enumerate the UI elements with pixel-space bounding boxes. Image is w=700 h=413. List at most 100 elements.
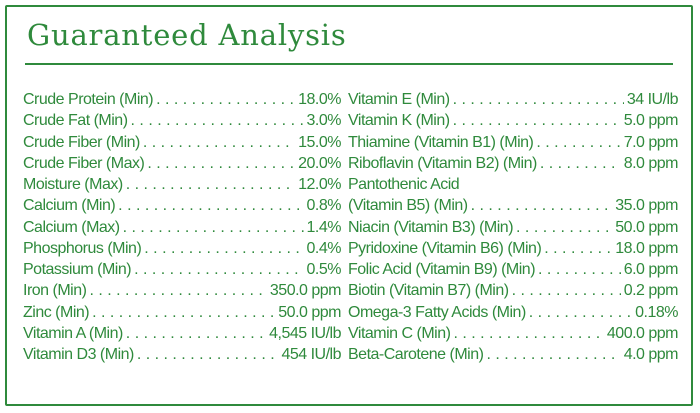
- nutrient-value: 3.0%: [306, 112, 342, 130]
- dot-leader: [540, 153, 621, 174]
- dot-leader: [486, 344, 620, 365]
- nutrient-value: 35.0 ppm: [615, 197, 678, 215]
- nutrient-name: Vitamin E (Min): [348, 91, 450, 108]
- analysis-panel: Guaranteed Analysis Crude Protein (Min) 1…: [5, 5, 693, 406]
- dot-leader: [516, 217, 612, 238]
- nutrient-name: Pantothenic Acid: [348, 176, 460, 193]
- nutrient-row: Zinc (Min) 50.0 ppm: [23, 302, 341, 323]
- nutrient-name: Crude Protein (Min): [23, 91, 154, 108]
- nutrient-name: Vitamin K (Min): [348, 112, 450, 130]
- nutrient-value: 0.2 ppm: [623, 282, 679, 300]
- nutrient-row: Vitamin D3 (Min) 454 IU/lb: [23, 344, 341, 365]
- nutrient-name: Pyridoxine (Vitamin B6) (Min): [348, 239, 542, 257]
- nutrient-value: 18.0 ppm: [615, 239, 678, 257]
- nutrient-row: Crude Fiber (Min) 15.0%: [23, 132, 341, 153]
- dot-leader: [131, 110, 304, 131]
- nutrient-name: Folic Acid (Vitamin B9) (Min): [348, 261, 536, 278]
- dot-leader: [471, 195, 613, 216]
- left-nutrient-column: Crude Protein (Min) 18.0% Crude Fat (Min)…: [23, 89, 342, 365]
- nutrient-name: Crude Fiber (Max): [23, 154, 145, 172]
- nutrient-row: Biotin (Vitamin B7) (Min) 0.2 ppm: [348, 280, 679, 301]
- nutrient-value: 0.5%: [306, 261, 342, 278]
- right-nutrient-column: Vitamin E (Min) 34 IU/lb Vitamin K (Min) 5…: [348, 89, 679, 365]
- dot-leader: [137, 344, 279, 365]
- dot-leader: [143, 132, 295, 153]
- nutrient-value: 4,545 IU/lb: [269, 324, 341, 342]
- nutrient-name: Phosphorus (Min): [23, 239, 142, 257]
- nutrient-name: Crude Fiber (Min): [23, 133, 140, 151]
- nutrient-row: Folic Acid (Vitamin B9) (Min) 6.0 ppm: [348, 259, 679, 280]
- dot-leader: [123, 217, 304, 238]
- nutrient-row: Vitamin K (Min) 5.0 ppm: [348, 110, 679, 131]
- dot-leader: [126, 174, 295, 195]
- nutrient-value: 0.8%: [306, 197, 342, 215]
- nutrient-row: Calcium (Min) 0.8%: [23, 195, 342, 216]
- nutrient-value: 350.0 ppm: [269, 282, 342, 300]
- dot-leader: [538, 259, 621, 280]
- dot-leader: [144, 238, 303, 259]
- nutrient-name: Potassium (Min): [23, 261, 132, 278]
- nutrient-value: 20.0%: [298, 154, 341, 172]
- nutrient-value: 0.18%: [635, 303, 678, 321]
- nutrient-value: 400.0 ppm: [606, 324, 679, 342]
- nutrient-name: Vitamin A (Min): [23, 324, 123, 342]
- dot-leader: [118, 195, 303, 216]
- nutrient-value: 1.4%: [306, 218, 342, 236]
- nutrient-row: Beta-Carotene (Min) 4.0 ppm: [348, 344, 679, 365]
- nutrient-value: 454 IU/lb: [281, 346, 341, 363]
- nutrient-value: 7.0 ppm: [623, 133, 679, 151]
- nutrient-name: Vitamin D3 (Min): [23, 346, 134, 363]
- nutrient-row: Omega-3 Fatty Acids (Min) 0.18%: [348, 302, 678, 323]
- nutrient-value: 34 IU/lb: [626, 91, 679, 108]
- dot-leader: [512, 280, 621, 301]
- nutrient-value: 15.0%: [298, 133, 341, 151]
- dot-leader: [453, 89, 624, 110]
- dot-leader: [89, 280, 266, 301]
- nutrient-row: Vitamin E (Min) 34 IU/lb: [348, 89, 679, 110]
- dot-leader: [529, 302, 632, 323]
- dot-leader: [134, 259, 303, 280]
- nutrient-name: Omega-3 Fatty Acids (Min): [348, 303, 526, 321]
- nutrient-row: Vitamin A (Min) 4,545 IU/lb: [23, 323, 341, 344]
- nutrient-value: 50.0 ppm: [615, 218, 678, 236]
- nutrient-row: Pyridoxine (Vitamin B6) (Min) 18.0 ppm: [348, 238, 678, 259]
- nutrient-row: Iron (Min) 350.0 ppm: [23, 280, 342, 301]
- nutrient-value: 0.4%: [306, 239, 342, 257]
- nutrient-row: Crude Fiber (Max) 20.0%: [23, 153, 341, 174]
- nutrient-name: Riboflavin (Vitamin B2) (Min): [348, 154, 537, 172]
- nutrient-name: Calcium (Min): [23, 197, 116, 215]
- nutrient-value: 18.0%: [298, 91, 341, 108]
- nutrient-row: Phosphorus (Min) 0.4%: [23, 238, 342, 259]
- nutrient-value: 6.0 ppm: [623, 261, 679, 278]
- nutrient-value: 12.0%: [298, 176, 341, 193]
- nutrient-name: Calcium (Max): [23, 218, 120, 236]
- nutrient-row-heading: Pantothenic Acid: [348, 174, 678, 195]
- nutrient-name: (Vitamin B5) (Min): [348, 197, 468, 215]
- nutrient-value: 5.0 ppm: [623, 112, 679, 130]
- nutrient-name: Beta-Carotene (Min): [348, 346, 484, 363]
- nutrient-name: Niacin (Vitamin B3) (Min): [348, 218, 514, 236]
- dot-leader: [453, 110, 621, 131]
- dot-leader: [453, 323, 603, 344]
- nutrient-row: (Vitamin B5) (Min) 35.0 ppm: [348, 195, 678, 216]
- nutrient-name: Moisture (Max): [23, 176, 123, 193]
- nutrient-name: Biotin (Vitamin B7) (Min): [348, 282, 509, 300]
- nutrient-row: Vitamin C (Min) 400.0 ppm: [348, 323, 679, 344]
- nutrient-name: Iron (Min): [23, 282, 87, 300]
- nutrient-name: Zinc (Min): [23, 303, 90, 321]
- nutrient-name: Vitamin C (Min): [348, 324, 451, 342]
- dot-leader: [126, 323, 266, 344]
- nutrient-row: Potassium (Min) 0.5%: [23, 259, 342, 280]
- dot-leader: [544, 238, 612, 259]
- title-divider: [25, 63, 673, 65]
- dot-leader: [536, 132, 620, 153]
- dot-leader: [156, 89, 295, 110]
- nutrient-name: Thiamine (Vitamin B1) (Min): [348, 133, 534, 151]
- nutrient-row: Niacin (Vitamin B3) (Min) 50.0 ppm: [348, 217, 678, 238]
- nutrient-value: 4.0 ppm: [623, 346, 679, 363]
- nutrient-row: Calcium (Max) 1.4%: [23, 217, 342, 238]
- dot-leader: [147, 153, 295, 174]
- nutrient-value: 8.0 ppm: [623, 154, 679, 172]
- nutrient-row: Moisture (Max) 12.0%: [23, 174, 341, 195]
- panel-title: Guaranteed Analysis: [27, 18, 347, 52]
